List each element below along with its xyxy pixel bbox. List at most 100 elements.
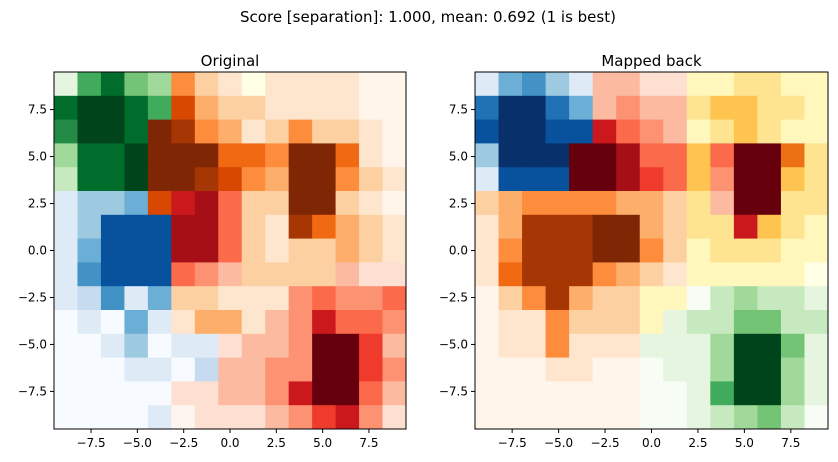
heatmap-cell (147, 262, 172, 287)
y-tick-label: 2.5 (28, 197, 47, 211)
heatmap-cell (77, 214, 102, 239)
heatmap-cell (639, 310, 664, 335)
heatmap-cell (288, 72, 313, 97)
heatmap-cell (498, 381, 523, 406)
heatmap-cell (288, 214, 313, 239)
heatmap-cell (171, 286, 196, 311)
heatmap-cell (54, 310, 78, 335)
heatmap-cell (780, 167, 805, 192)
heatmap-cell (218, 95, 243, 120)
heatmap-cell (780, 262, 805, 287)
heatmap-cell (265, 286, 290, 311)
heatmap-cell (194, 95, 219, 120)
heatmap-cell (77, 72, 102, 97)
heatmap-cell (569, 95, 594, 120)
heatmap-cell (545, 95, 570, 120)
heatmap-cell (780, 238, 805, 263)
heatmap-cell (733, 95, 758, 120)
heatmap-cell (77, 286, 102, 311)
heatmap-cell (288, 238, 313, 263)
heatmap-cell (241, 310, 266, 335)
heatmap-cell (710, 167, 735, 192)
heatmap-cell (312, 214, 336, 239)
heatmap-cell (265, 333, 290, 358)
heatmap-cell (522, 381, 546, 406)
heatmap-cell (757, 191, 782, 216)
heatmap-cell (124, 95, 149, 120)
heatmap-cell (522, 95, 546, 120)
heatmap-cell (498, 238, 523, 263)
heatmap-cell (194, 262, 219, 287)
heatmap-cell (475, 262, 499, 287)
heatmap-cell (780, 405, 805, 430)
heatmap-cell (592, 357, 617, 382)
heatmap-cell (616, 310, 641, 335)
heatmap-cell (54, 191, 78, 216)
heatmap-cell (710, 214, 735, 239)
heatmap-cell (592, 286, 617, 311)
heatmap-cell (171, 72, 196, 97)
heatmap-cell (733, 310, 758, 335)
heatmap-cell (639, 357, 664, 382)
heatmap-cell (757, 72, 782, 97)
heatmap-cell (218, 333, 243, 358)
heatmap-cell (498, 72, 523, 97)
heatmap-cell (686, 214, 711, 239)
heatmap-cell (804, 72, 829, 97)
x-tick-label: −7.5 (76, 436, 105, 450)
heatmap-cell (498, 167, 523, 192)
heatmap-cell (592, 72, 617, 97)
heatmap-cell (171, 381, 196, 406)
heatmap-cell (545, 381, 570, 406)
heatmap-cell (710, 143, 735, 168)
x-tick-label: 2.5 (688, 436, 707, 450)
heatmap-cell (569, 214, 594, 239)
heatmap-cell (382, 286, 407, 311)
heatmap-cell (241, 95, 266, 120)
heatmap-cell (616, 262, 641, 287)
heatmap-cell (545, 119, 570, 144)
heatmap-cell (475, 119, 499, 144)
heatmap-cell (475, 143, 499, 168)
heatmap-cell (100, 357, 125, 382)
heatmap-cell (592, 310, 617, 335)
heatmap-cell (54, 72, 78, 97)
heatmap-cell (241, 405, 266, 430)
heatmap-cell (359, 381, 383, 406)
heatmap-cell (288, 357, 313, 382)
heatmap-cell (241, 333, 266, 358)
heatmap-cell (359, 119, 383, 144)
heatmap-cell (147, 167, 172, 192)
heatmap-cell (288, 167, 313, 192)
heatmap-cell (780, 286, 805, 311)
y-tick-label: 7.5 (28, 103, 47, 117)
heatmap-cell (100, 310, 125, 335)
heatmap-cell (288, 286, 313, 311)
heatmap-cell (194, 119, 219, 144)
heatmap-cell (241, 191, 266, 216)
heatmap-cell (382, 143, 407, 168)
heatmap-cell (100, 238, 125, 263)
heatmap-cell (124, 214, 149, 239)
heatmap-cell (288, 95, 313, 120)
heatmap-cell (498, 286, 523, 311)
heatmap-cell (218, 72, 243, 97)
heatmap-cell (359, 191, 383, 216)
heatmap-cell (757, 381, 782, 406)
heatmap-cell (663, 95, 688, 120)
heatmap-cell (545, 214, 570, 239)
heatmap-cell (77, 167, 102, 192)
heatmap-cell (522, 119, 546, 144)
heatmap-cell (359, 72, 383, 97)
heatmap-cell (124, 119, 149, 144)
heatmap-cell (265, 95, 290, 120)
heatmap-cell (335, 214, 360, 239)
heatmap-cell (522, 191, 546, 216)
heatmap-cell (663, 357, 688, 382)
heatmap-cell (663, 333, 688, 358)
heatmap-cell (359, 238, 383, 263)
heatmap-cell (804, 310, 829, 335)
heatmap-cell (498, 333, 523, 358)
heatmap-cell (147, 95, 172, 120)
heatmap-cell (639, 95, 664, 120)
